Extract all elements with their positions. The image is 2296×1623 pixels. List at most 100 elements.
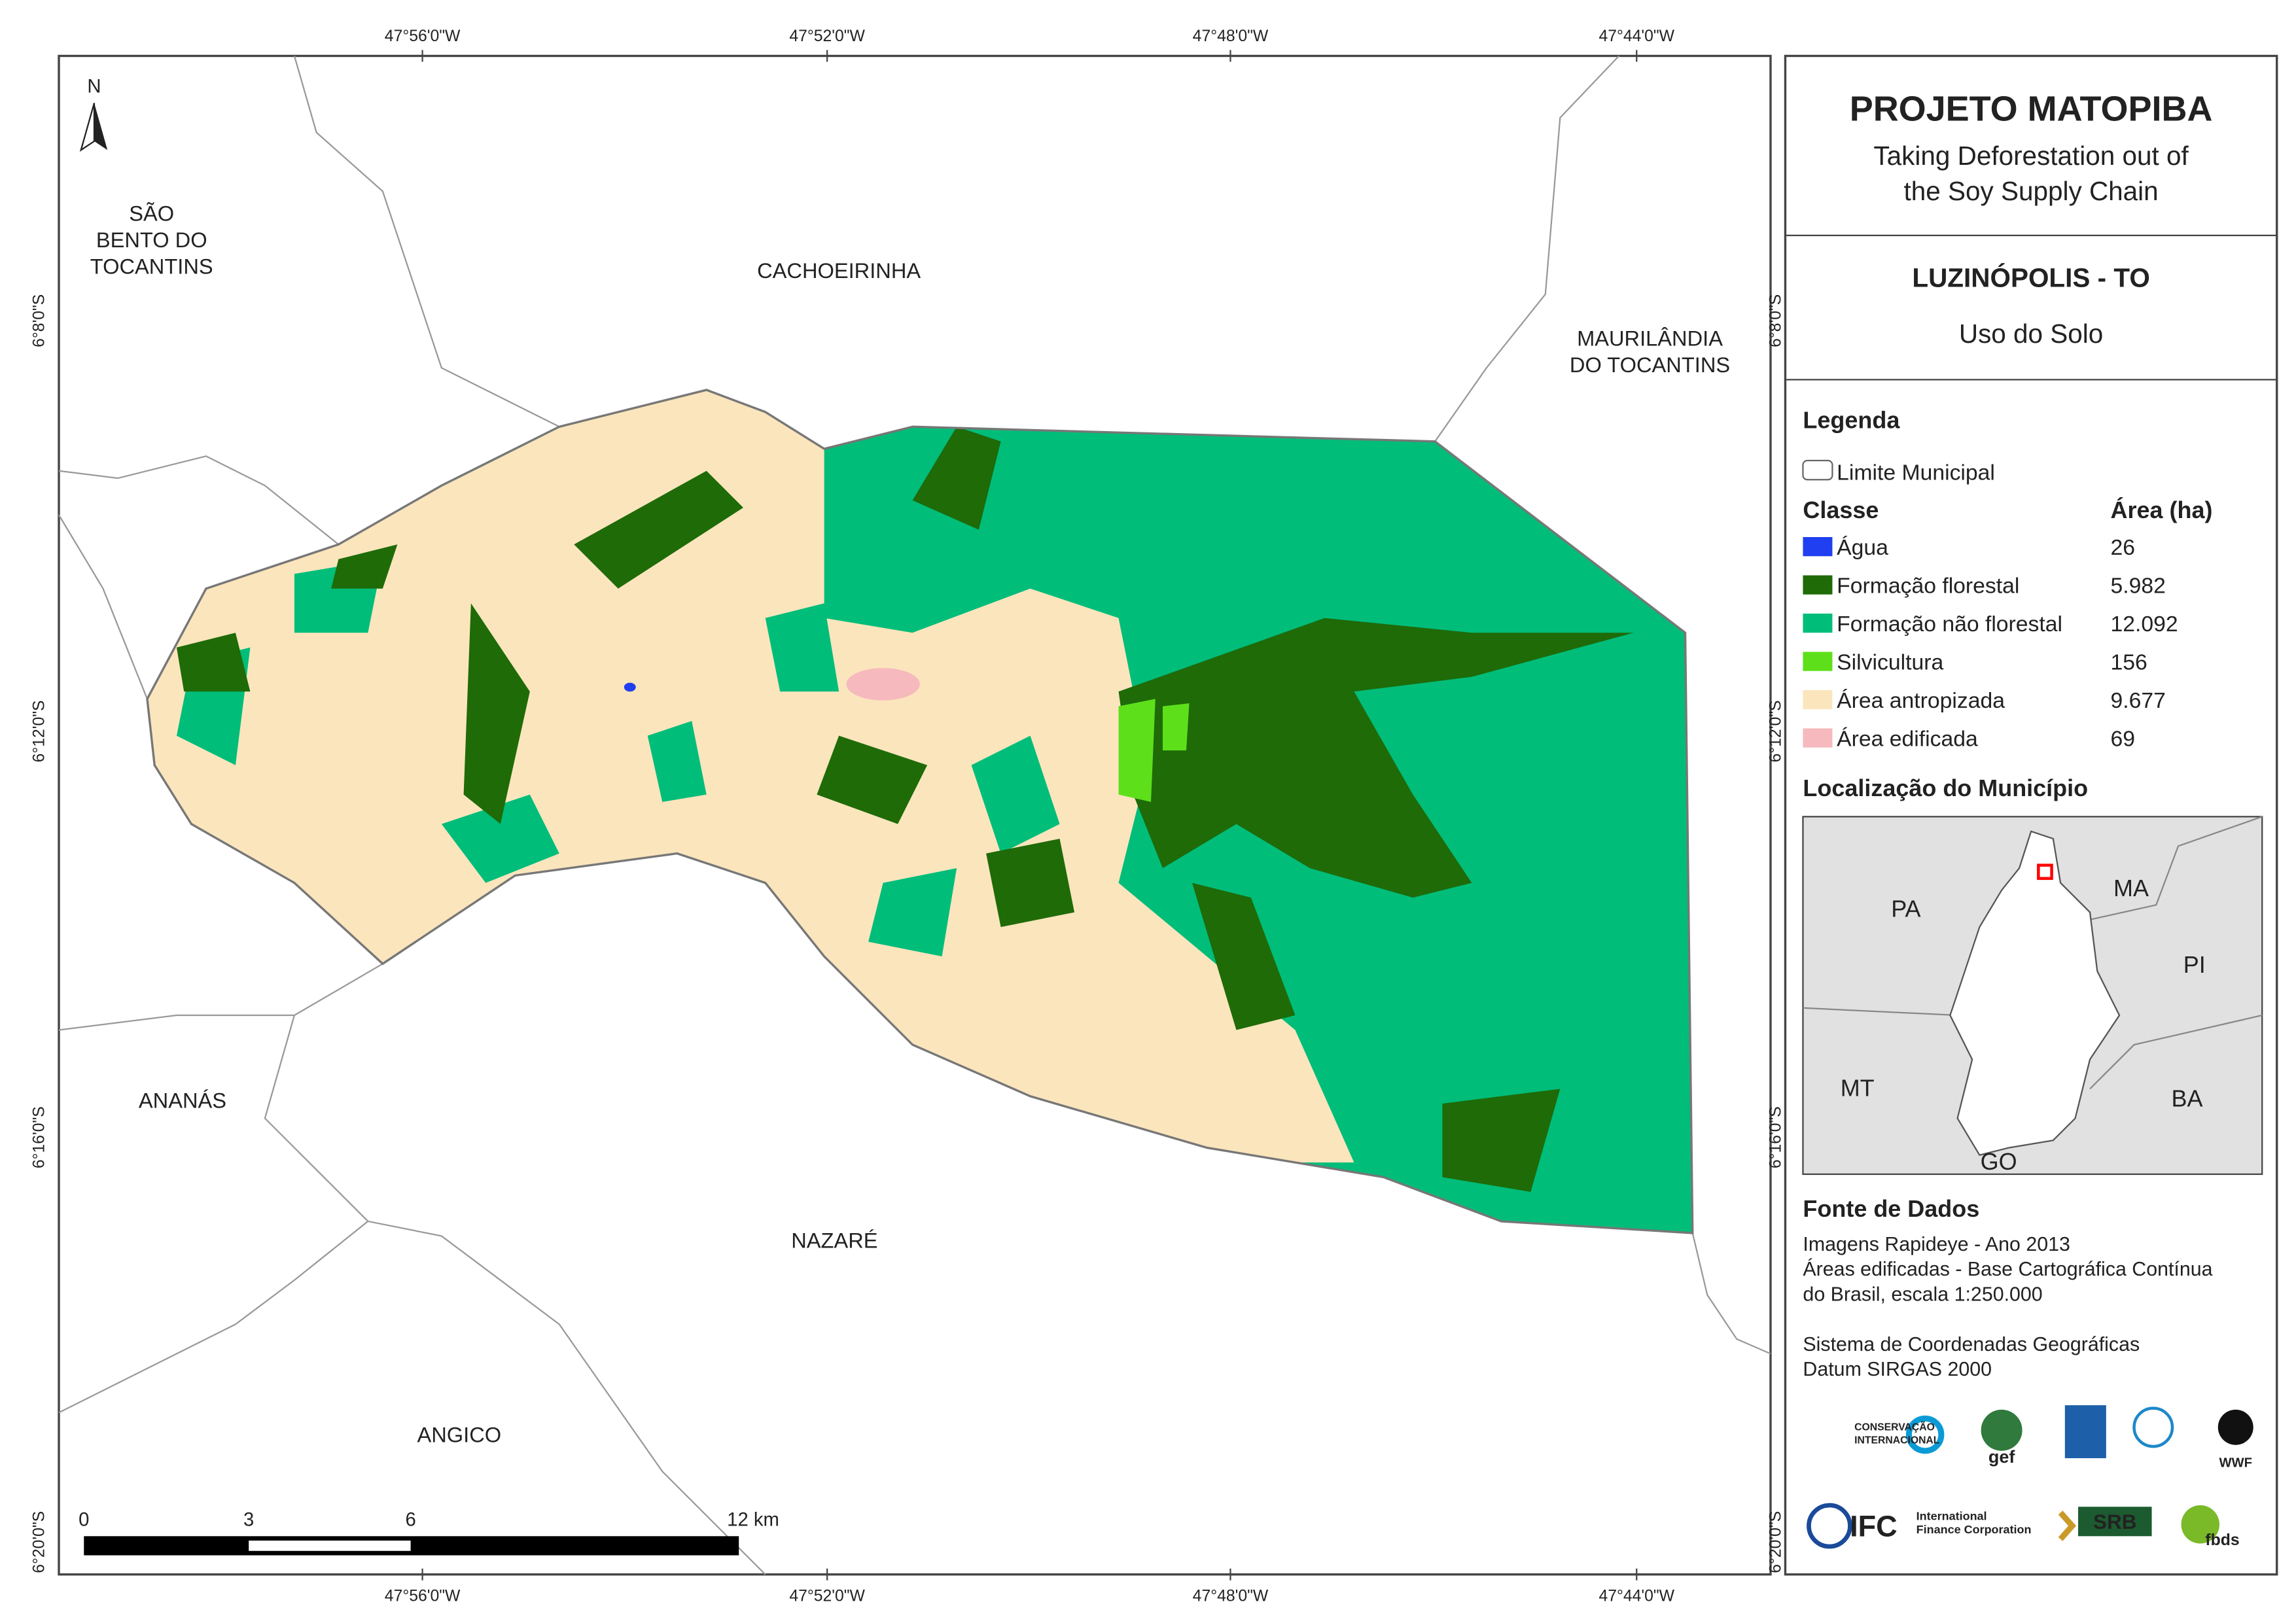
latitude-label: 6°12'0"S (31, 700, 48, 762)
boundary (58, 1014, 294, 1031)
forest (176, 633, 251, 692)
crs-line: Datum SIRGAS 2000 (1803, 1359, 1992, 1380)
state-label: MT (1841, 1075, 1875, 1102)
scale-segment (249, 1541, 411, 1551)
legend-swatch (1803, 728, 1833, 748)
logo-ci (1905, 1415, 1945, 1454)
boundary (368, 1220, 766, 1575)
boundary-swatch (1802, 459, 1833, 481)
crs-line: Sistema de Coordenadas Geográficas (1803, 1334, 2140, 1355)
legend-area: 69 (2111, 726, 2136, 751)
panel-frame (1784, 54, 2278, 1576)
map-theme: Uso do Solo (1959, 319, 2103, 349)
forest (912, 427, 1001, 530)
place-label: BENTO DO (96, 228, 207, 252)
legend-area: 5.982 (2111, 573, 2166, 598)
logo-unep (2132, 1406, 2174, 1448)
boundary (58, 455, 340, 546)
logo-fbds (2181, 1505, 2220, 1544)
longitude-label: 47°56'0"W (385, 27, 461, 45)
legend-class: Formação florestal (1837, 573, 2019, 598)
logo-text: Finance Corporation (1916, 1523, 2032, 1536)
boundary (1434, 55, 1620, 442)
north-arrow-right (94, 103, 108, 150)
inset-states (1803, 816, 2263, 1090)
place-label: MAURILÂNDIA (1577, 326, 1723, 351)
legend-class: Silvicultura (1837, 650, 1943, 674)
state-label: MA (2113, 875, 2149, 901)
water (624, 682, 636, 692)
forest (817, 735, 928, 824)
forest (463, 603, 530, 824)
place-label: SÃO (129, 201, 174, 225)
north-arrow: N (79, 77, 108, 152)
logo-wwf (2217, 1409, 2253, 1445)
longitude-label: 47°44'0"W (1599, 27, 1675, 45)
north-label: N (87, 77, 101, 97)
sources-title: Fonte de Dados (1803, 1195, 1979, 1222)
longitude-label: 47°52'0"W (789, 27, 865, 45)
scale-label: 3 (243, 1510, 254, 1531)
class-header: Classe (1803, 497, 1879, 523)
legend-class: Área antropizada (1837, 688, 2005, 713)
scale-label: 6 (405, 1510, 415, 1531)
legend-area: 12.092 (2111, 612, 2178, 637)
longitude-label: 47°48'0"W (1193, 27, 1269, 45)
state-label: BA (2172, 1085, 2203, 1111)
forest (574, 470, 743, 589)
longitude-label: 47°48'0"W (1193, 1587, 1269, 1605)
panel-subtitle: the Soy Supply Chain (1903, 176, 2158, 206)
legend-area: 26 (2111, 535, 2136, 560)
non-forest-patch (441, 794, 559, 883)
logo-text: gef (1988, 1447, 2015, 1467)
latitude-label: 6°8'0"S (1767, 294, 1785, 347)
scale-label: 0 (79, 1510, 89, 1531)
non-forest-patch (868, 868, 957, 957)
logo-gef (1981, 1409, 2022, 1451)
non-forest-patch (971, 735, 1060, 854)
urban (846, 668, 920, 701)
logo-text: CONSERVAÇÃO (1854, 1420, 1935, 1433)
latitude-label: 6°16'0"S (1767, 1106, 1785, 1168)
legend-area: 156 (2111, 650, 2147, 674)
legend-area: 9.677 (2111, 688, 2166, 713)
panel-subtitle: Taking Deforestation out of (1873, 141, 2189, 171)
longitude-label: 47°56'0"W (385, 1587, 461, 1605)
legend-swatch (1803, 613, 1833, 633)
boundary-label: Limite Municipal (1837, 460, 1995, 485)
logo-text: International (1916, 1510, 1987, 1523)
place-label: ANGICO (417, 1422, 501, 1446)
logo-undp (2064, 1405, 2106, 1459)
latitude-label: 6°20'0"S (1767, 1511, 1785, 1573)
forest (1442, 1089, 1561, 1192)
north-arrow-left (79, 103, 96, 152)
boundary (1691, 1232, 1771, 1355)
anthropized (147, 390, 1354, 1162)
forest (1192, 882, 1296, 1030)
legend-swatch (1803, 575, 1833, 595)
latitude-label: 6°8'0"S (31, 294, 48, 347)
boundary (58, 514, 149, 699)
place-label: DO TOCANTINS (1570, 353, 1730, 377)
legend-swatch (1803, 689, 1833, 710)
logo-ifc-globe (1807, 1503, 1852, 1549)
municipality-name: LUZINÓPOLIS - TO (1912, 263, 2149, 293)
logo-text: IFC (1850, 1509, 1897, 1543)
legend-swatch (1803, 537, 1833, 557)
longitude-label: 47°52'0"W (789, 1587, 865, 1605)
forest (331, 544, 398, 589)
place-label: CACHOEIRINHA (757, 258, 921, 283)
state-label: PA (1891, 895, 1920, 922)
longitude-label: 47°44'0"W (1599, 1587, 1675, 1605)
inset-tocantins (1949, 830, 2121, 1157)
source-line: Imagens Rapideye - Ano 2013 (1803, 1234, 2070, 1255)
logo-text: SRB (2093, 1510, 2136, 1533)
place-label: ANANÁS (139, 1089, 226, 1113)
logo-text: fbds (2205, 1531, 2239, 1549)
state-label: PI (2183, 951, 2206, 978)
state-label: GO (1981, 1148, 2017, 1175)
scale-bar (84, 1536, 739, 1556)
